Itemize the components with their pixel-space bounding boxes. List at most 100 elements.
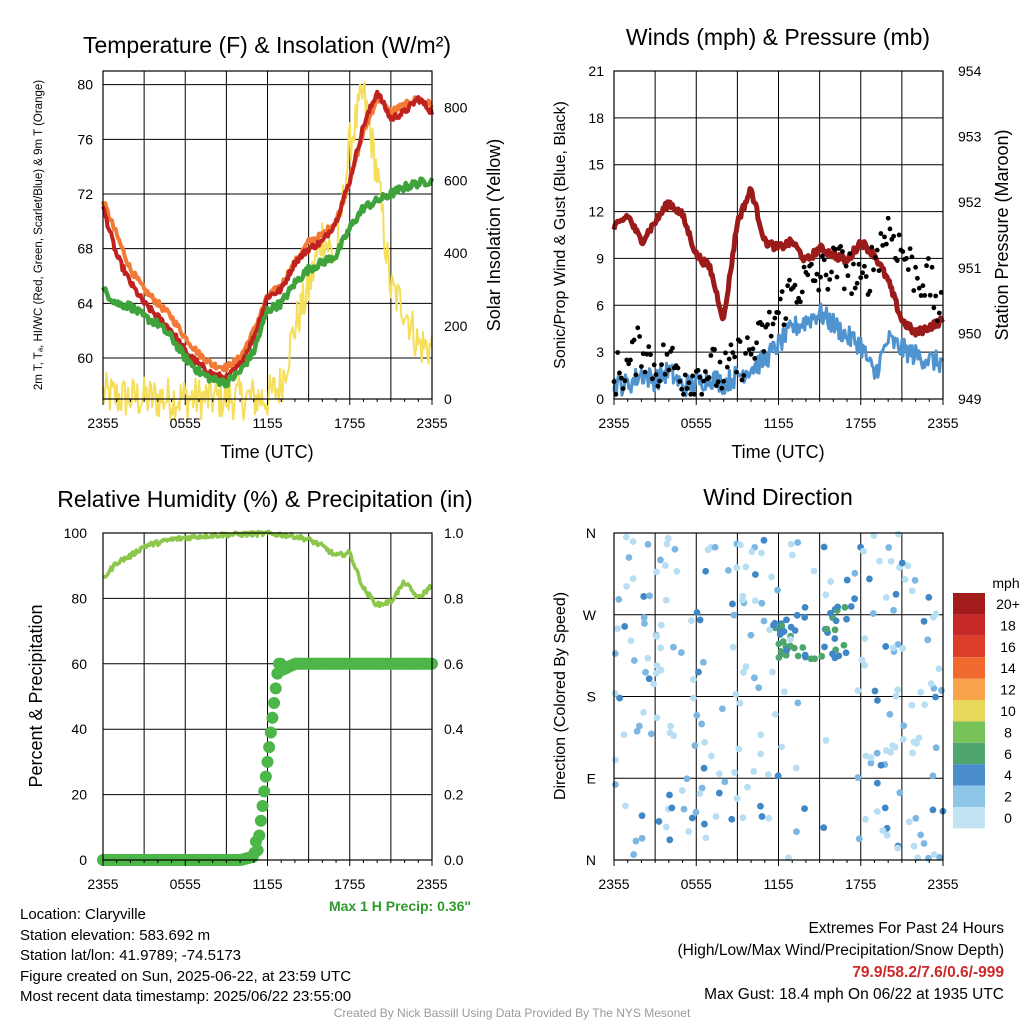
gust-point bbox=[660, 342, 666, 348]
direction-point bbox=[744, 783, 751, 791]
gust-point bbox=[816, 287, 822, 293]
direction-point bbox=[751, 571, 759, 578]
gust-point bbox=[649, 376, 655, 382]
gust-point bbox=[713, 383, 719, 389]
wind-left-tick-label: 21 bbox=[588, 63, 604, 79]
direction-point bbox=[851, 595, 859, 603]
wind-panel: 2355 0555 1155 1755 2355 0 3 6 9 12 15 18 21 949 950 95… bbox=[552, 24, 1012, 462]
gust-point bbox=[916, 285, 922, 291]
direction-point bbox=[616, 694, 623, 702]
direction-point bbox=[657, 644, 665, 652]
gust-point bbox=[734, 369, 739, 375]
direction-point bbox=[700, 764, 708, 772]
precip-point bbox=[261, 755, 274, 768]
precip-point bbox=[264, 726, 277, 739]
direction-point bbox=[883, 831, 891, 839]
gust-point bbox=[701, 378, 706, 384]
direction-point bbox=[929, 772, 937, 780]
direction-point bbox=[729, 643, 737, 651]
direction-point bbox=[861, 635, 869, 642]
temp-right-tick-label: 600 bbox=[444, 172, 468, 188]
gust-point bbox=[739, 377, 745, 383]
gust-point bbox=[743, 350, 748, 356]
direction-point bbox=[908, 701, 916, 709]
direction-point bbox=[840, 641, 848, 649]
gust-point bbox=[913, 264, 918, 270]
gust-point bbox=[662, 371, 668, 377]
wind-left-tick-label: 3 bbox=[596, 344, 604, 360]
gust-point bbox=[777, 296, 783, 302]
direction-point bbox=[917, 688, 925, 696]
gust-point bbox=[717, 359, 723, 365]
direction-point bbox=[930, 851, 938, 858]
legend-label: 2 bbox=[1004, 789, 1012, 805]
direction-point bbox=[730, 769, 738, 776]
wind-ylabel-right: Station Pressure (Maroon) bbox=[992, 129, 1012, 340]
direction-point bbox=[647, 730, 655, 738]
legend-label: 18 bbox=[1000, 617, 1016, 633]
gust-point bbox=[874, 247, 880, 253]
legend-swatch bbox=[953, 742, 985, 765]
gust-point bbox=[688, 391, 694, 397]
gust-point bbox=[640, 351, 646, 357]
gust-point bbox=[770, 321, 776, 327]
direction-point bbox=[851, 569, 859, 577]
direction-point bbox=[929, 806, 937, 814]
direction-point bbox=[862, 752, 870, 760]
direction-point bbox=[867, 754, 875, 761]
gust-point bbox=[759, 322, 765, 328]
legend-swatch bbox=[953, 700, 985, 722]
direction-point bbox=[702, 567, 710, 575]
gust-point bbox=[776, 310, 781, 316]
direction-point bbox=[873, 808, 881, 815]
direction-point bbox=[627, 637, 635, 645]
direction-point bbox=[735, 745, 743, 753]
gust-point bbox=[648, 352, 653, 358]
direction-point bbox=[892, 692, 900, 700]
gust-point bbox=[849, 291, 855, 297]
gust-point bbox=[752, 356, 758, 361]
direction-point bbox=[899, 645, 907, 652]
direction-point bbox=[670, 643, 677, 651]
direction-point bbox=[768, 573, 775, 581]
legend-label: 0 bbox=[1004, 810, 1012, 826]
temp-dewpoint-line bbox=[101, 176, 435, 389]
gust-point bbox=[750, 346, 756, 352]
gust-point bbox=[692, 391, 697, 397]
gust-point bbox=[838, 243, 844, 249]
gust-point bbox=[615, 350, 621, 355]
direction-point bbox=[842, 649, 850, 657]
gust-point bbox=[871, 267, 876, 273]
temp-ylabel-left: 2m T, Tₐ, HI/WC (Red, Green, Scarlet/Blu… bbox=[33, 80, 45, 390]
gust-point bbox=[876, 268, 882, 274]
gust-point bbox=[628, 357, 633, 363]
gust-point bbox=[637, 334, 642, 339]
direction-point bbox=[750, 767, 758, 775]
gust-point bbox=[860, 270, 865, 276]
gust-point bbox=[907, 246, 913, 252]
gust-point bbox=[823, 272, 829, 278]
direction-point bbox=[794, 652, 802, 660]
extremes-heading: Extremes For Past 24 Hours bbox=[808, 920, 1004, 937]
legend-label: 10 bbox=[1000, 703, 1016, 719]
direction-point bbox=[652, 669, 660, 677]
direction-point bbox=[841, 603, 849, 611]
direction-point bbox=[889, 742, 897, 750]
gust-point bbox=[852, 285, 858, 291]
direction-point bbox=[912, 814, 920, 822]
direction-point bbox=[920, 840, 928, 847]
direction-point bbox=[889, 644, 897, 652]
direction-point bbox=[867, 759, 875, 767]
direction-point bbox=[882, 594, 890, 601]
gust-point bbox=[935, 318, 940, 324]
direction-point bbox=[662, 823, 670, 831]
direction-point bbox=[653, 714, 661, 722]
legend-label: 16 bbox=[1000, 639, 1016, 655]
direction-point bbox=[780, 688, 788, 696]
rh-left-tick-label: 100 bbox=[64, 525, 88, 541]
dir-xtick-label: 2355 bbox=[598, 876, 629, 892]
direction-point bbox=[620, 731, 628, 739]
rh-xtick-label: 2355 bbox=[416, 876, 447, 892]
direction-point bbox=[653, 568, 660, 576]
wind-xtick-label: 2355 bbox=[927, 415, 958, 431]
